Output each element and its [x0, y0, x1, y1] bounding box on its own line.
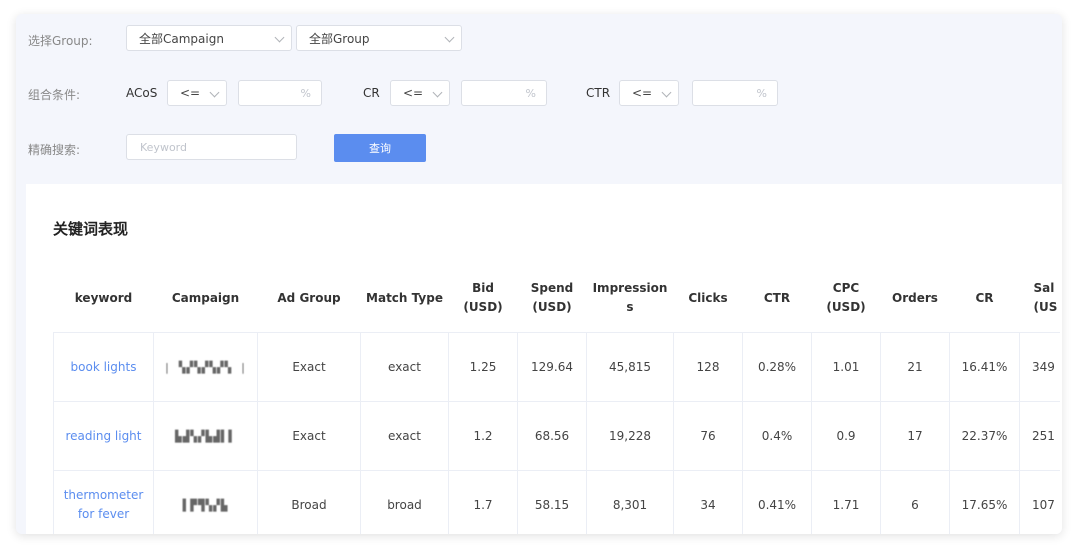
column-header: CR [949, 264, 1020, 333]
column-header: Clicks [673, 264, 743, 333]
cr-label: CR [363, 86, 380, 100]
acos-operator-select[interactable]: <= [167, 80, 227, 106]
cell-impressions: 45,815 [586, 332, 674, 402]
cell-cr: 16.41% [949, 332, 1020, 402]
keyword-link[interactable]: reading light [53, 401, 154, 471]
chevron-down-icon [444, 32, 455, 43]
table-row: thermometer for fever ▌▛▜▚▞▙ Broad broad 1.7… [53, 470, 1060, 534]
cell-clicks: 76 [673, 401, 743, 471]
cell-sales: 251 [1019, 401, 1060, 471]
cell-campaign: ▌▛▜▚▞▙ [153, 470, 258, 534]
exact-search-label: 精确搜索: [28, 143, 81, 157]
table-row: reading light ▙▟▚▞▙▟▌▌ Exact exact 1.2 68.56 1… [53, 401, 1060, 471]
campaign-name-redacted: | ▚▞▚▞▚▞▚ | [163, 360, 248, 374]
cell-impressions: 19,228 [586, 401, 674, 471]
cell-match-type: broad [360, 470, 449, 534]
column-header: Spend (USD) [517, 264, 587, 333]
cr-operator-value: <= [403, 86, 424, 100]
cell-ctr: 0.4% [742, 401, 812, 471]
cell-cpc: 0.9 [811, 401, 881, 471]
cell-bid: 1.25 [448, 332, 518, 402]
cell-orders: 21 [880, 332, 950, 402]
cell-ctr: 0.41% [742, 470, 812, 534]
table-row: book lights | ▚▞▚▞▚▞▚ | Exact exact 1.25 129.… [53, 332, 1060, 402]
cell-ad-group: Exact [257, 332, 361, 402]
cell-clicks: 34 [673, 470, 743, 534]
cell-clicks: 128 [673, 332, 743, 402]
cell-match-type: exact [360, 332, 449, 402]
keyword-placeholder: Keyword [140, 141, 187, 154]
column-header: CTR [742, 264, 812, 333]
column-header: Ad Group [257, 264, 361, 333]
percent-unit: % [525, 87, 536, 100]
cell-ad-group: Broad [257, 470, 361, 534]
column-header: Impression s [586, 264, 674, 333]
cell-cpc: 1.71 [811, 470, 881, 534]
keyword-table: keyword Campaign Ad Group Match Type Bid (USD… [53, 264, 1060, 534]
acos-value-input[interactable]: % [238, 80, 322, 106]
cell-bid: 1.2 [448, 401, 518, 471]
keyword-search-input[interactable]: Keyword [126, 134, 297, 160]
group-select-value: 全部Group [309, 31, 370, 46]
group-select[interactable]: 全部Group [296, 25, 462, 51]
cell-orders: 6 [880, 470, 950, 534]
cr-value-input[interactable]: % [461, 80, 547, 106]
cell-cpc: 1.01 [811, 332, 881, 402]
cell-cr: 22.37% [949, 401, 1020, 471]
filter-card: 选择Group: 全部Campaign 全部Group 组合条件: ACoS <… [16, 14, 1062, 534]
column-header: Match Type [360, 264, 449, 333]
campaign-name-redacted: ▌▛▜▚▞▙ [182, 498, 229, 512]
query-button[interactable]: 查询 [334, 134, 426, 162]
column-header: Orders [880, 264, 950, 333]
cell-spend: 58.15 [517, 470, 587, 534]
chevron-down-icon [661, 87, 672, 98]
chevron-down-icon [209, 87, 220, 98]
column-header: Bid (USD) [448, 264, 518, 333]
column-header: Campaign [153, 264, 258, 333]
cr-operator-select[interactable]: <= [390, 80, 450, 106]
campaign-name-redacted: ▙▟▚▞▙▟▌▌ [175, 429, 236, 443]
cell-sales: 349 [1019, 332, 1060, 402]
keyword-performance-panel: 关键词表现 keyword Campaign Ad Group Match Type B… [26, 184, 1062, 534]
keyword-link[interactable]: thermometer for fever [53, 470, 154, 534]
cell-orders: 17 [880, 401, 950, 471]
table-header-row: keyword Campaign Ad Group Match Type Bid (USD… [53, 264, 1060, 333]
ctr-value-input[interactable]: % [692, 80, 778, 106]
campaign-select-value: 全部Campaign [139, 31, 224, 46]
column-header: Sal (US [1019, 264, 1060, 333]
combo-condition-label: 组合条件: [28, 88, 81, 102]
cell-bid: 1.7 [448, 470, 518, 534]
cell-ctr: 0.28% [742, 332, 812, 402]
keyword-link[interactable]: book lights [53, 332, 154, 402]
percent-unit: % [300, 87, 311, 100]
chevron-down-icon [432, 87, 443, 98]
cell-spend: 129.64 [517, 332, 587, 402]
campaign-select[interactable]: 全部Campaign [126, 25, 292, 51]
ctr-operator-select[interactable]: <= [619, 80, 679, 106]
cell-impressions: 8,301 [586, 470, 674, 534]
panel-title: 关键词表现 [53, 220, 129, 238]
column-header: CPC (USD) [811, 264, 881, 333]
cell-sales: 107 [1019, 470, 1060, 534]
cell-match-type: exact [360, 401, 449, 471]
percent-unit: % [756, 87, 767, 100]
acos-label: ACoS [126, 86, 158, 100]
group-filter-label: 选择Group: [28, 34, 93, 48]
column-header: keyword [53, 264, 154, 333]
ctr-label: CTR [586, 86, 611, 100]
cell-cr: 17.65% [949, 470, 1020, 534]
cell-campaign: | ▚▞▚▞▚▞▚ | [153, 332, 258, 402]
cell-campaign: ▙▟▚▞▙▟▌▌ [153, 401, 258, 471]
cell-spend: 68.56 [517, 401, 587, 471]
cell-ad-group: Exact [257, 401, 361, 471]
chevron-down-icon [274, 32, 285, 43]
acos-operator-value: <= [180, 86, 201, 100]
ctr-operator-value: <= [632, 86, 653, 100]
